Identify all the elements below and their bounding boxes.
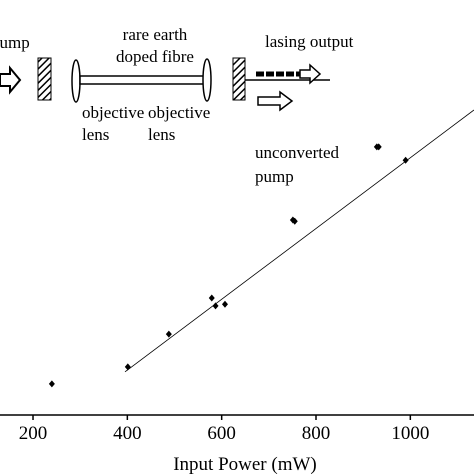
point <box>402 156 409 164</box>
label: rare earth <box>123 25 188 44</box>
x-tick-label: 1000 <box>391 423 429 444</box>
point <box>221 300 228 308</box>
output-arrow <box>299 63 322 85</box>
label: doped fibre <box>116 47 194 66</box>
label: pump <box>0 33 30 52</box>
x-tick-label: 200 <box>19 423 48 444</box>
fit-line <box>124 109 474 373</box>
point <box>48 380 55 388</box>
pump-arrow <box>0 65 22 95</box>
label: lasing output <box>265 32 354 51</box>
x-tick-label: 800 <box>302 423 331 444</box>
unconverted-arrow <box>257 90 294 112</box>
label: lens <box>82 125 109 144</box>
x-tick-label: 600 <box>207 423 236 444</box>
setup-diagram: pump rare earth doped fibre lasing outpu… <box>0 25 354 186</box>
point <box>212 302 219 310</box>
fibre <box>79 75 205 85</box>
point <box>124 363 131 371</box>
point <box>165 330 172 338</box>
label: lens <box>148 125 175 144</box>
label: unconverted <box>255 143 340 162</box>
lens <box>202 58 212 102</box>
mirror <box>37 57 52 101</box>
x-axis-label: Input Power (mW) <box>173 454 317 474</box>
mirror <box>232 57 246 101</box>
label: objective <box>148 103 210 122</box>
point <box>208 294 215 302</box>
x-tick-label: 400 <box>113 423 142 444</box>
lens <box>71 59 81 103</box>
point <box>375 143 382 151</box>
label: objective <box>82 103 144 122</box>
point <box>291 217 298 225</box>
label: pump <box>255 167 294 186</box>
